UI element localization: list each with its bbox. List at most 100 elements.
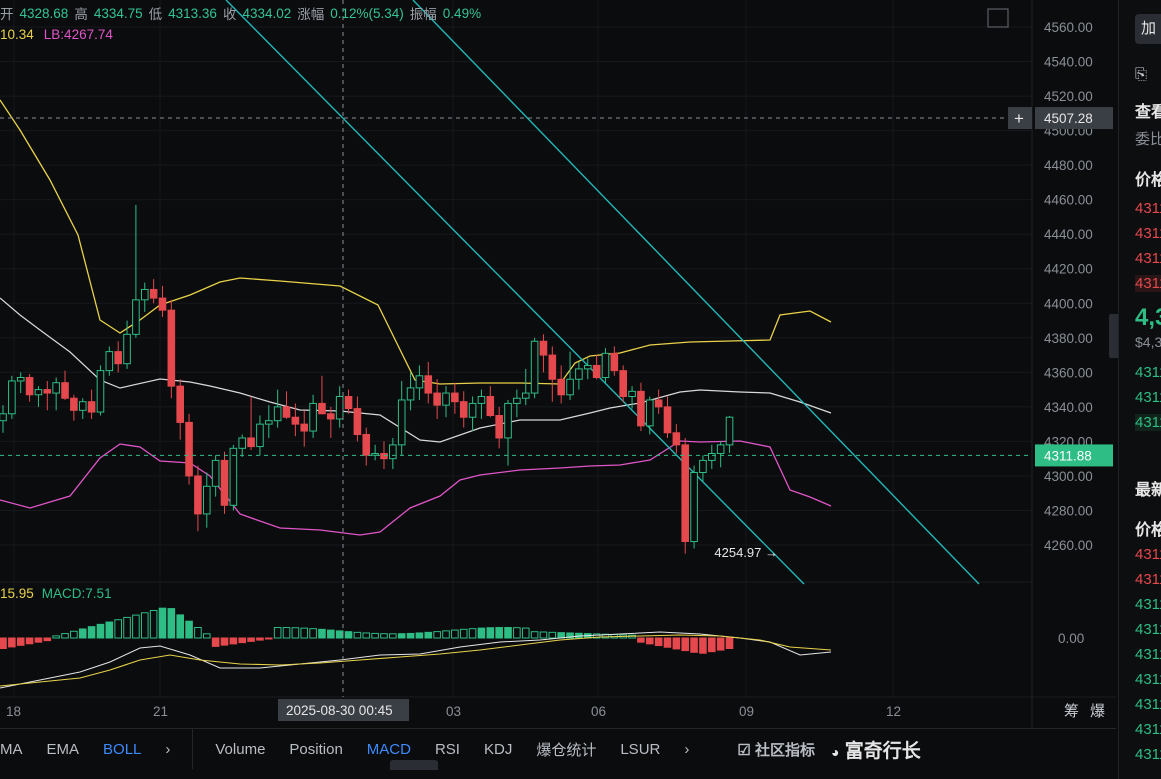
indicator-liquidation[interactable]: 爆仓统计 [536, 741, 597, 759]
close-label: 收 [222, 7, 237, 22]
candle-body [362, 434, 371, 456]
crosshair-time-tag [278, 699, 409, 721]
price-tick-label: 4540.00 [1044, 55, 1093, 70]
candle-body [486, 396, 495, 417]
trades-price-header: 价格 [1135, 522, 1161, 539]
time-tick-label: 09 [739, 704, 754, 719]
macd-histogram-bar [663, 637, 672, 648]
candle-body [256, 423, 264, 448]
candle-body [25, 377, 34, 396]
price-tick-label: 4400.00 [1044, 296, 1093, 311]
latest-trades-label[interactable]: 最新 [1135, 482, 1161, 499]
macd-histogram-bar [220, 637, 229, 646]
candle-body [123, 333, 131, 365]
indicator-toolbar: MA EMA BOLL › Volume Position MACD RSI K… [0, 728, 1116, 769]
candle-body [389, 444, 397, 460]
trade-price: 4311 [1135, 721, 1161, 738]
macd-histogram-bar [672, 637, 681, 650]
add-button[interactable]: 加 [1135, 14, 1161, 44]
candle-body [557, 378, 565, 396]
ask-price[interactable]: 4311 [1135, 200, 1161, 217]
bid-price[interactable]: 4311 [1135, 389, 1161, 406]
macd-histogram-bar [725, 637, 734, 649]
candle-body [229, 447, 238, 506]
indicator-kdj[interactable]: KDJ [483, 740, 513, 758]
indicator-volume[interactable]: Volume [215, 740, 266, 758]
macd-histogram-bar [8, 637, 16, 648]
trade-price: 4311 [1135, 546, 1161, 563]
macd-histogram-bar [318, 628, 326, 639]
macd-histogram-bar [229, 637, 238, 645]
view-label[interactable]: 查看 [1135, 104, 1161, 121]
ask-price[interactable]: 4311 [1135, 225, 1161, 242]
candle-body [0, 413, 7, 422]
boll-upper-band [0, 99, 832, 385]
candle-body [185, 421, 193, 477]
bid-price[interactable]: 4311 [1135, 414, 1161, 431]
chevron-right-icon[interactable]: › [165, 740, 171, 758]
indicator-ma[interactable]: MA [0, 740, 23, 758]
community-indicator-button[interactable]: ☑ 社区指标 [725, 739, 827, 760]
macd-histogram-bar [459, 628, 468, 639]
candle-body [43, 389, 52, 394]
trade-price: 4311 [1135, 746, 1161, 763]
candle-body [273, 406, 282, 422]
ask-price[interactable]: 4311 [1135, 275, 1161, 292]
panel-resize-handle[interactable] [390, 760, 438, 770]
indicator-ema[interactable]: EMA [46, 740, 80, 758]
indicator-macd[interactable]: MACD [366, 740, 411, 758]
fullscreen-icon [987, 8, 1009, 28]
macd-histogram-bar [442, 630, 450, 639]
boll-ub-value: 10.34 [0, 27, 34, 42]
ask-price[interactable]: 4311 [1135, 250, 1161, 267]
macd-dif-value: 15.95 [0, 586, 34, 601]
macd-histogram-bar [477, 627, 486, 639]
bookmark-icon[interactable]: ⎘ [1135, 66, 1148, 83]
price-chart[interactable]: 4254.97 → 4560.004540.004520.004500.0044… [0, 0, 1116, 728]
macd-histogram-bar [34, 637, 43, 643]
close-value: 4334.02 [242, 5, 292, 21]
chevron-right-icon[interactable]: › [684, 740, 690, 758]
macd-histogram-bar [149, 609, 158, 639]
candle-body [211, 459, 220, 487]
macd-histogram-bar [61, 633, 69, 639]
price-tick-label: 4520.00 [1044, 89, 1093, 104]
macd-histogram-bar [468, 628, 477, 639]
indicator-lsur[interactable]: LSUR [620, 740, 661, 758]
candle-body [468, 402, 477, 418]
indicator-position[interactable]: Position [289, 740, 343, 758]
chip-distribution-toggle[interactable]: 筹 [1064, 703, 1079, 720]
liquidation-toggle[interactable]: 爆 [1090, 703, 1105, 720]
candle-body [282, 406, 291, 418]
candle-body [645, 399, 654, 427]
watermark-text: 富奇行长 [844, 740, 921, 762]
macd-histogram-bar [43, 637, 52, 642]
candle-body [380, 452, 388, 460]
side-panel-toggle[interactable] [1109, 314, 1119, 358]
indicator-rsi[interactable]: RSI [434, 740, 460, 758]
low-label: 低 [148, 7, 163, 22]
macd-histogram-bar [495, 627, 503, 639]
candle-body [681, 444, 690, 543]
trendline-upper [412, 0, 980, 585]
crosshair-price-value: 4507.28 [1044, 111, 1093, 126]
macd-histogram-bar [70, 630, 78, 639]
bid-price[interactable]: 4311 [1135, 364, 1161, 381]
indicator-boll[interactable]: BOLL [103, 740, 142, 758]
macd-histogram-bar [371, 632, 379, 639]
candle-body [415, 375, 424, 389]
candle-body [619, 370, 628, 398]
candle-body [105, 351, 114, 372]
macd-histogram-bar [238, 637, 247, 644]
macd-dea-line [0, 634, 832, 687]
candle-body [300, 423, 309, 432]
time-tick-label: 06 [591, 704, 606, 719]
macd-histogram-bar [176, 614, 184, 639]
amplitude-value: 0.49% [442, 5, 482, 21]
macd-histogram-bar [380, 633, 388, 639]
macd-zero-label: 0.00 [1058, 631, 1084, 646]
macd-histogram-bar [52, 635, 60, 639]
macd-histogram-bar [486, 627, 495, 639]
macd-histogram-bar [202, 633, 211, 639]
